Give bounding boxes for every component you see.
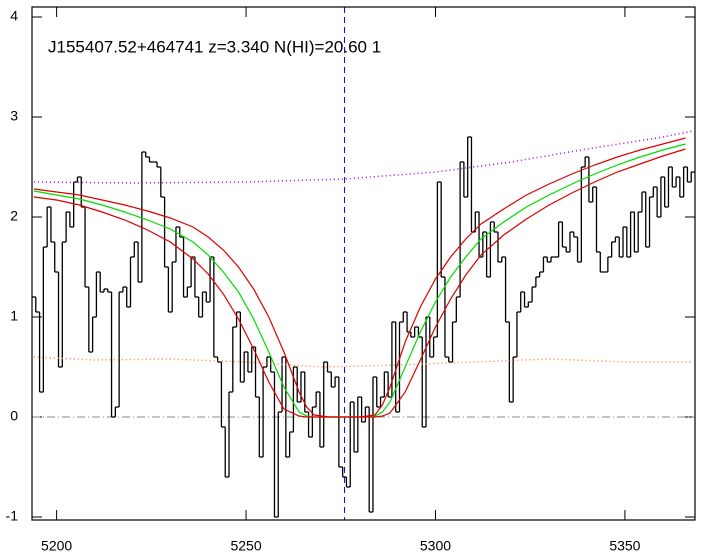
flux-risers (35, 137, 692, 517)
x-tick-label: 5300 (420, 538, 451, 554)
chart-title: J155407.52+464741 z=3.340 N(HI)=20.60 1 (48, 37, 381, 56)
y-tick-label: 1 (10, 308, 18, 324)
dotted-curve (33, 130, 694, 184)
y-tick-label: 2 (10, 208, 18, 224)
plot-frame (31, 6, 696, 521)
y-tick-label: 0 (10, 408, 18, 424)
x-tick-label: 5200 (41, 538, 72, 554)
model-curve (33, 148, 686, 418)
x-tick-label: 5250 (230, 538, 261, 554)
y-tick-label: -1 (6, 508, 19, 524)
x-tick-label: 5350 (609, 538, 640, 554)
y-tick-label: 3 (10, 108, 18, 124)
y-tick-label: 4 (10, 8, 18, 24)
